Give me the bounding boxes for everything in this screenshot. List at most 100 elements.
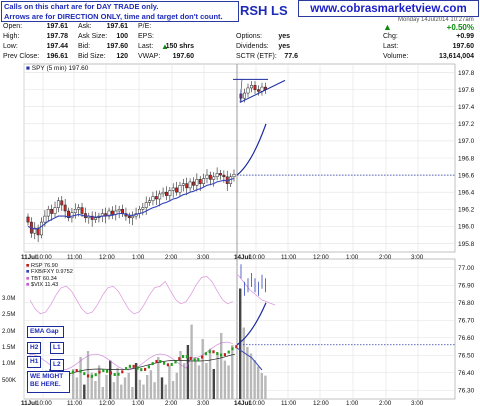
sctr-value: 77.6: [284, 53, 298, 60]
volume-bar: [186, 345, 190, 399]
x-tick-label: 10:00: [249, 254, 265, 261]
candle-body: [46, 209, 50, 217]
volume-value: 13,614,004: [438, 53, 474, 60]
rsp-mark: [193, 358, 196, 362]
rsp-mark: [227, 350, 230, 354]
we-might-text: WE MIGHT: [30, 373, 64, 380]
eps-label: EPS:: [138, 33, 154, 40]
candle-body: [36, 227, 40, 236]
volume-bar: [160, 377, 164, 399]
rsp-mark: [98, 370, 101, 374]
rsp-mark: [121, 370, 124, 374]
volume-bar: [90, 372, 93, 399]
rsp-legend: RSP 76.90: [30, 263, 58, 269]
candle-body: [77, 207, 81, 210]
volume-bar: [120, 384, 123, 399]
notice-line-1: Calls on this chart are for DAY TRADE on…: [4, 2, 159, 11]
volume-bar: [101, 387, 104, 399]
x-tick-label-lower: 12:00: [313, 400, 329, 406]
candle-body: [212, 176, 216, 180]
rsp-tick-label: 77.00: [458, 265, 475, 272]
volume-bar: [75, 377, 79, 399]
sctr-label: SCTR (ETF):: [236, 53, 277, 60]
rsp-tick-label: 76.80: [458, 300, 475, 307]
volume-bar: [138, 379, 141, 399]
candle-body-s2: [243, 92, 246, 99]
vwap-label: VWAP:: [138, 53, 161, 60]
volume-bar: [220, 333, 223, 399]
candle-body: [168, 190, 172, 196]
we-might-be-here-annotation: WE MIGHT BE HERE.: [27, 371, 70, 393]
x-tick-label: 2:00: [165, 254, 178, 261]
candle-body: [151, 196, 155, 201]
x-tick-label-lower: 3:00: [411, 400, 424, 406]
candle-body: [63, 204, 67, 212]
x-tick-label-lower: 11:00: [67, 400, 83, 406]
candle-body: [110, 210, 114, 215]
candle-body: [53, 207, 57, 214]
price-tick-label: 196.0: [458, 224, 475, 231]
tbt-line-s2: [237, 274, 276, 306]
rsp-mark: [159, 360, 162, 364]
candle-body: [154, 196, 158, 200]
bid-size-value: 120: [116, 53, 128, 60]
tbt-legend: TBT 60.34: [30, 275, 57, 282]
candle-body: [131, 215, 135, 219]
price-tick-label: 197.6: [458, 87, 475, 94]
bid-value: 197.60: [106, 43, 128, 50]
h2-annotation: H2: [27, 342, 41, 354]
volume-bar: [208, 348, 212, 399]
rsp-mark: [106, 369, 109, 373]
candle-body: [161, 191, 165, 195]
candle-body: [175, 187, 179, 193]
price-tick-label: 196.2: [458, 207, 475, 214]
volume-bar: [227, 365, 230, 399]
rsp-mark: [132, 364, 135, 368]
candle-body: [165, 191, 168, 196]
x-tick-label-lower: 2:00: [379, 400, 392, 406]
candle-body: [198, 179, 202, 184]
volume-bar: [112, 382, 116, 399]
candle-body: [70, 212, 74, 219]
ticker-symbol: RSH LS: [240, 3, 288, 18]
spy-legend-text: SPY (5 min) 197.60: [31, 65, 89, 72]
volume-tick-label: 3.0M: [2, 296, 15, 302]
rsp-mark: [125, 367, 128, 371]
volume-bar-s2: [253, 360, 256, 399]
ask-size-label: Ask Size:: [78, 33, 108, 40]
site-url-link[interactable]: www.cobrasmarketview.com: [298, 0, 479, 17]
triangle-left-line: [239, 79, 243, 103]
rsp-mark: [174, 360, 177, 364]
candle-body: [127, 215, 131, 219]
volume-bar: [205, 363, 208, 399]
candle-body: [205, 174, 209, 179]
up-triangle-icon: ▲: [383, 22, 392, 32]
rsp-projection-curve: [236, 302, 267, 346]
open-label: Open:: [3, 23, 23, 30]
rsp-mark: [163, 361, 166, 365]
x-tick-label: 14Jul: [234, 254, 250, 261]
tbt-line: [29, 276, 233, 315]
candle-body-s2: [257, 89, 260, 92]
x-tick-label: 11:00: [67, 254, 83, 261]
candle-body: [141, 207, 145, 210]
x-tick-label: 12:00: [99, 254, 115, 261]
last-shares-label: Last:: [138, 43, 154, 50]
x-tick-label-lower: 11Jul: [21, 400, 37, 406]
day-trade-notice: Calls on this chart are for DAY TRADE on…: [1, 1, 239, 22]
volume-bar: [183, 363, 186, 399]
candle-body: [219, 173, 222, 176]
rsp-ema-line: [236, 347, 263, 371]
rsp-mark: [140, 368, 143, 372]
volume-bar: [109, 360, 112, 399]
rsp-mark: [117, 372, 120, 376]
x-tick-label: 11:00: [281, 254, 297, 261]
candle-body: [73, 209, 77, 213]
volume-bar: [134, 363, 138, 399]
candle-body: [171, 187, 175, 191]
x-tick-label-lower: 14Jul: [234, 400, 250, 406]
volume-bar-s2: [242, 327, 245, 399]
candle-body: [202, 178, 206, 184]
last-shares-value: 150 shrs: [165, 43, 194, 50]
candle-body: [107, 210, 111, 217]
